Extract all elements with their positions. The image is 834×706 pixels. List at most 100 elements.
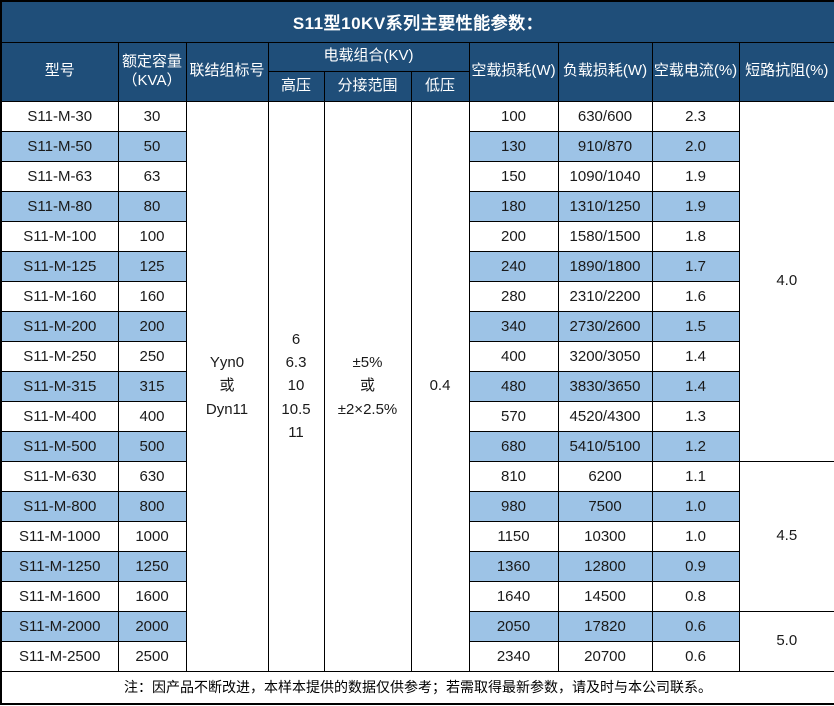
no-load-current-cell: 1.0 [651,520,740,552]
model-cell: S11-M-30 [0,100,119,132]
table-row: S11-M-30 30 Yyn0 或 Dyn11 6 6.3 10 10.5 11 ±5… [0,100,834,672]
no-load-current-cell: 1.2 [651,430,740,462]
capacity-cell: 2000 [117,610,187,642]
model-cell: S11-M-400 [0,400,119,432]
table-row: S11-M-2000 2000 2050 17820 0.6 5.0 [0,610,834,672]
load-loss-cell: 1890/1800 [557,250,653,282]
no-load-loss-cell: 200 [468,220,559,252]
load-loss-cell: 2730/2600 [557,310,653,342]
impedance-cell: 5.0 [738,610,834,672]
column-header-capacity: 额定容量 （KVA） [117,41,187,102]
column-header-lv: 低压 [410,70,470,102]
table-row: S11-M-1250 1250 1360 12800 0.9 [0,550,834,582]
no-load-loss-cell: 2050 [468,610,559,642]
model-cell: S11-M-125 [0,250,119,282]
capacity-cell: 80 [117,190,187,222]
model-cell: S11-M-160 [0,280,119,312]
no-load-current-cell: 0.8 [651,580,740,612]
load-loss-cell: 1090/1040 [557,160,653,192]
load-loss-cell: 5410/5100 [557,430,653,462]
footnote-text: 注：因产品不断改进，本样本提供的数据仅供参考；若需取得最新参数，请及时与本公司联… [0,670,834,705]
no-load-current-cell: 1.3 [651,400,740,432]
no-load-current-cell: 1.6 [651,280,740,312]
column-header-connection: 联结组标号 [185,41,269,102]
table-body: S11-M-30 30 Yyn0 或 Dyn11 6 6.3 10 10.5 11 ±5… [0,100,834,672]
load-loss-cell: 10300 [557,520,653,552]
model-cell: S11-M-200 [0,310,119,342]
model-cell: S11-M-1250 [0,550,119,582]
model-cell: S11-M-100 [0,220,119,252]
no-load-current-cell: 1.8 [651,220,740,252]
column-header-model: 型号 [0,41,119,102]
model-cell: S11-M-1000 [0,520,119,552]
table-row: S11-M-500 500 680 5410/5100 1.2 [0,430,834,462]
page-title: S11型10KV系列主要性能参数： [0,0,834,43]
no-load-loss-cell: 130 [468,130,559,162]
hv-cell: 6 6.3 10 10.5 11 [267,100,325,672]
no-load-loss-cell: 980 [468,490,559,522]
capacity-cell: 1250 [117,550,187,582]
model-cell: S11-M-80 [0,190,119,222]
capacity-cell: 500 [117,430,187,462]
capacity-cell: 630 [117,460,187,492]
table-row: S11-M-80 80 180 1310/1250 1.9 [0,190,834,222]
model-cell: S11-M-315 [0,370,119,402]
impedance-cell: 4.5 [738,460,834,612]
table-row: S11-M-800 800 980 7500 1.0 [0,490,834,522]
capacity-cell: 800 [117,490,187,522]
no-load-loss-cell: 100 [468,100,559,132]
header-row-1: 型号 额定容量 （KVA） 联结组标号 电载组合(KV) 空载损耗(W) 负载损… [0,41,834,102]
table-row: S11-M-50 50 130 910/870 2.0 [0,130,834,162]
model-cell: S11-M-630 [0,460,119,492]
load-loss-cell: 20700 [557,640,653,672]
column-header-hv: 高压 [267,70,325,102]
column-header-impedance: 短路抗阻(%) [738,41,834,102]
table-row: S11-M-63 63 150 1090/1040 1.9 [0,160,834,192]
no-load-loss-cell: 180 [468,190,559,222]
model-cell: S11-M-500 [0,430,119,462]
no-load-current-cell: 1.5 [651,310,740,342]
table-row: S11-M-160 160 280 2310/2200 1.6 [0,280,834,312]
capacity-cell: 400 [117,400,187,432]
no-load-loss-cell: 570 [468,400,559,432]
capacity-cell: 125 [117,250,187,282]
no-load-loss-cell: 1640 [468,580,559,612]
load-loss-cell: 630/600 [557,100,653,132]
capacity-cell: 30 [117,100,187,132]
impedance-cell: 4.0 [738,100,834,462]
capacity-cell: 63 [117,160,187,192]
footnote-row: 注：因产品不断改进，本样本提供的数据仅供参考；若需取得最新参数，请及时与本公司联… [0,670,834,705]
no-load-loss-cell: 680 [468,430,559,462]
model-cell: S11-M-50 [0,130,119,162]
capacity-cell: 315 [117,370,187,402]
load-loss-cell: 4520/4300 [557,400,653,432]
header-row-2: 高压 分接范围 低压 [1,70,834,102]
column-header-no-load-current: 空载电流(%) [651,41,740,102]
model-cell: S11-M-2500 [0,640,119,672]
title-row: S11型10KV系列主要性能参数： [0,0,834,43]
load-loss-cell: 7500 [557,490,653,522]
capacity-cell: 100 [117,220,187,252]
load-loss-cell: 12800 [557,550,653,582]
no-load-current-cell: 1.4 [651,340,740,372]
no-load-current-cell: 0.6 [651,610,740,642]
load-loss-cell: 910/870 [557,130,653,162]
no-load-loss-cell: 150 [468,160,559,192]
no-load-loss-cell: 280 [468,280,559,312]
no-load-loss-cell: 2340 [468,640,559,672]
no-load-loss-cell: 1150 [468,520,559,552]
no-load-current-cell: 2.3 [651,100,740,132]
load-loss-cell: 6200 [557,460,653,492]
connection-cell: Yyn0 或 Dyn11 [185,100,269,672]
no-load-current-cell: 1.9 [651,190,740,222]
table-row: S11-M-200 200 340 2730/2600 1.5 [0,310,834,342]
table-row: S11-M-400 400 570 4520/4300 1.3 [0,400,834,432]
column-header-tap-range: 分接范围 [323,70,412,102]
load-loss-cell: 3830/3650 [557,370,653,402]
no-load-loss-cell: 480 [468,370,559,402]
tap-range-cell: ±5% 或 ±2×2.5% [323,100,412,672]
model-cell: S11-M-250 [0,340,119,372]
capacity-cell: 160 [117,280,187,312]
capacity-cell: 50 [117,130,187,162]
